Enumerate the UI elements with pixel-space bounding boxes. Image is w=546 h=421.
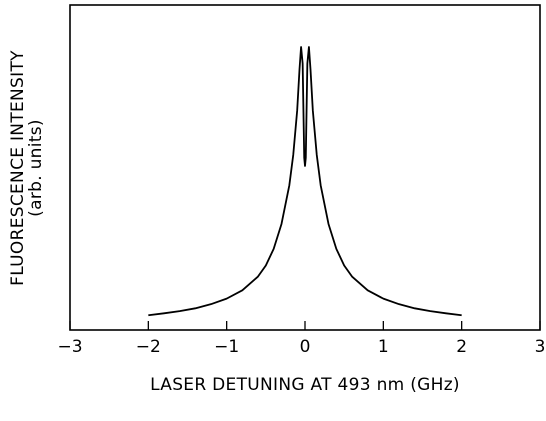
x-tick-label: 2 bbox=[456, 337, 467, 357]
fluorescence-curve bbox=[148, 46, 462, 317]
x-tick-label: −1 bbox=[214, 337, 239, 357]
x-tick-label: 3 bbox=[535, 337, 546, 357]
y-axis-label-line2: (arb. units) bbox=[26, 119, 46, 217]
x-axis-tick-labels: −3 −2 −1 0 1 2 3 bbox=[57, 337, 545, 357]
x-tick-label: −3 bbox=[57, 337, 82, 357]
plot-frame bbox=[69, 4, 541, 331]
y-axis-label-line1: FLUORESCENCE INTENSITY bbox=[8, 50, 28, 286]
y-axis-label: FLUORESCENCE INTENSITY (arb. units) bbox=[8, 50, 46, 286]
x-tick-label: 0 bbox=[300, 337, 311, 357]
x-axis-ticks bbox=[69, 321, 541, 330]
x-axis-label: LASER DETUNING AT 493 nm (GHz) bbox=[150, 375, 460, 395]
x-tick-label: 1 bbox=[378, 337, 389, 357]
x-tick-label: −2 bbox=[136, 337, 161, 357]
